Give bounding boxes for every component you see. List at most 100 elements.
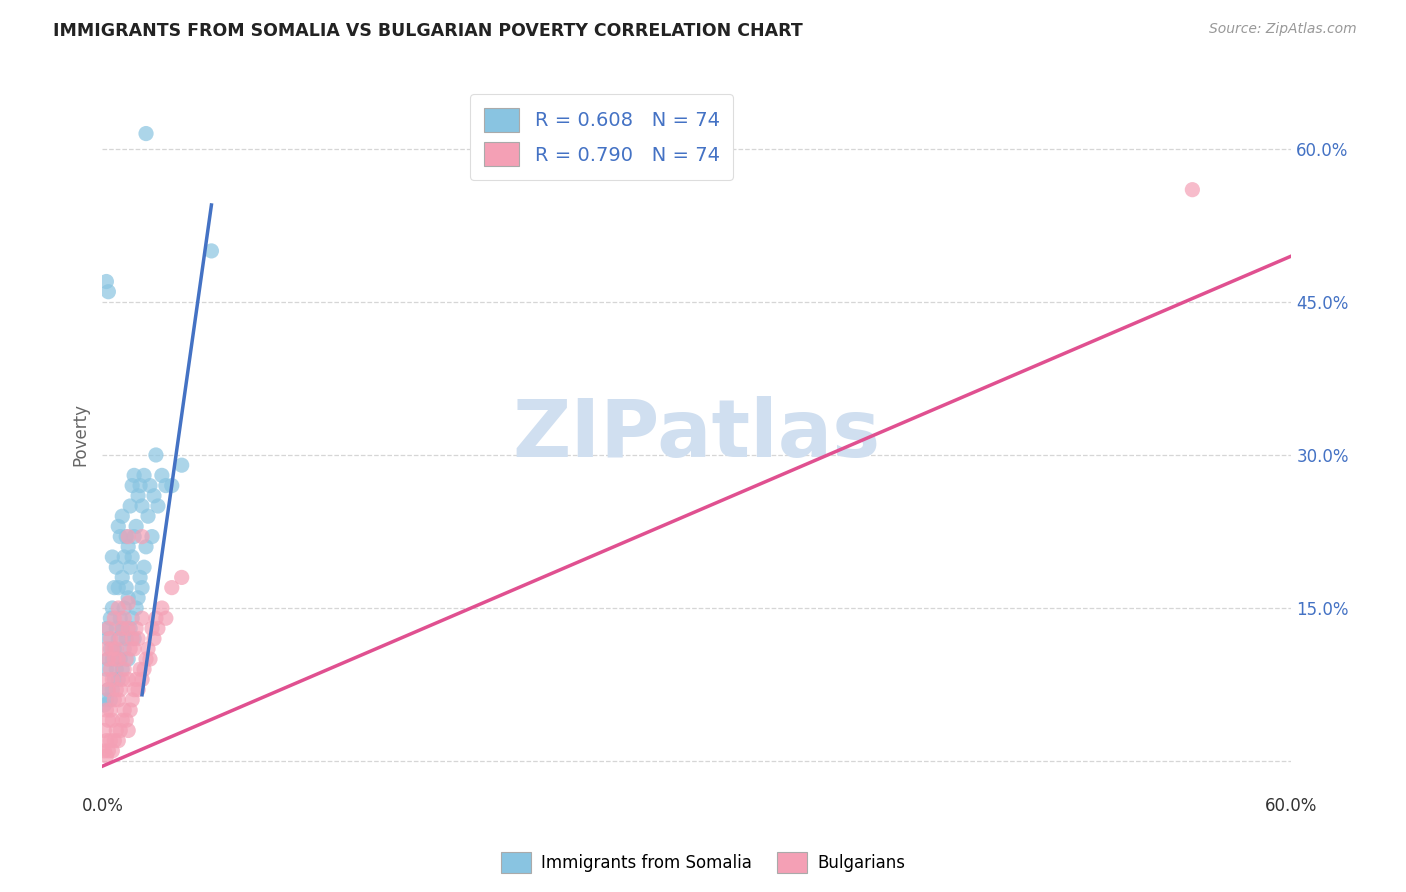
Point xyxy=(105,723,128,738)
Point xyxy=(111,662,134,676)
Point xyxy=(98,693,121,707)
Point xyxy=(135,127,157,141)
Point xyxy=(146,499,169,513)
Point xyxy=(103,611,125,625)
Point xyxy=(97,682,120,697)
Point xyxy=(120,499,142,513)
Point xyxy=(98,641,121,656)
Point xyxy=(127,632,149,646)
Point xyxy=(135,652,157,666)
Point xyxy=(122,530,145,544)
Point xyxy=(117,673,139,687)
Point xyxy=(131,499,153,513)
Point xyxy=(131,673,153,687)
Point xyxy=(96,733,118,747)
Point xyxy=(127,489,149,503)
Point xyxy=(121,478,143,492)
Point xyxy=(107,519,129,533)
Point xyxy=(103,641,125,656)
Point xyxy=(145,611,167,625)
Point xyxy=(122,632,145,646)
Point xyxy=(135,540,157,554)
Point xyxy=(155,478,177,492)
Point xyxy=(103,693,125,707)
Point xyxy=(112,662,135,676)
Point xyxy=(150,468,173,483)
Point xyxy=(93,698,115,712)
Point xyxy=(97,682,120,697)
Point xyxy=(145,448,167,462)
Point xyxy=(127,591,149,605)
Point xyxy=(103,733,125,747)
Point xyxy=(150,601,173,615)
Point xyxy=(200,244,222,258)
Point xyxy=(97,652,120,666)
Point xyxy=(155,611,177,625)
Point xyxy=(112,601,135,615)
Point xyxy=(101,744,124,758)
Point xyxy=(101,713,124,727)
Point xyxy=(101,601,124,615)
Point xyxy=(141,622,163,636)
Point xyxy=(101,652,124,666)
Point xyxy=(112,549,135,564)
Y-axis label: Poverty: Poverty xyxy=(72,403,89,466)
Point xyxy=(111,622,134,636)
Point xyxy=(105,682,128,697)
Point xyxy=(97,632,120,646)
Point xyxy=(112,611,135,625)
Point xyxy=(110,723,132,738)
Point xyxy=(115,652,138,666)
Point xyxy=(103,652,125,666)
Point xyxy=(101,682,124,697)
Point xyxy=(139,478,162,492)
Point xyxy=(110,682,132,697)
Point xyxy=(129,478,152,492)
Point xyxy=(101,549,124,564)
Point xyxy=(97,713,120,727)
Point xyxy=(107,733,129,747)
Point xyxy=(97,622,120,636)
Point xyxy=(97,744,120,758)
Point xyxy=(110,652,132,666)
Point xyxy=(101,641,124,656)
Point xyxy=(122,468,145,483)
Point xyxy=(129,570,152,584)
Point xyxy=(105,662,128,676)
Point xyxy=(96,662,118,676)
Point xyxy=(121,611,143,625)
Point xyxy=(98,703,121,717)
Point xyxy=(115,530,138,544)
Point xyxy=(125,673,148,687)
Point xyxy=(111,622,134,636)
Point xyxy=(125,519,148,533)
Point xyxy=(96,622,118,636)
Point xyxy=(115,581,138,595)
Point xyxy=(107,632,129,646)
Point xyxy=(131,530,153,544)
Point xyxy=(105,641,128,656)
Point xyxy=(96,641,118,656)
Point xyxy=(143,489,166,503)
Point xyxy=(121,693,143,707)
Point xyxy=(115,713,138,727)
Point xyxy=(115,632,138,646)
Point xyxy=(136,641,159,656)
Point xyxy=(107,601,129,615)
Point xyxy=(107,673,129,687)
Point xyxy=(160,581,183,595)
Point xyxy=(120,622,142,636)
Point xyxy=(131,611,153,625)
Point xyxy=(93,723,115,738)
Point xyxy=(96,673,118,687)
Point xyxy=(93,744,115,758)
Legend: Immigrants from Somalia, Bulgarians: Immigrants from Somalia, Bulgarians xyxy=(495,846,911,880)
Point xyxy=(117,540,139,554)
Point xyxy=(121,549,143,564)
Point xyxy=(160,478,183,492)
Point xyxy=(107,693,129,707)
Point xyxy=(117,596,139,610)
Point xyxy=(117,622,139,636)
Point xyxy=(112,703,135,717)
Point xyxy=(129,662,152,676)
